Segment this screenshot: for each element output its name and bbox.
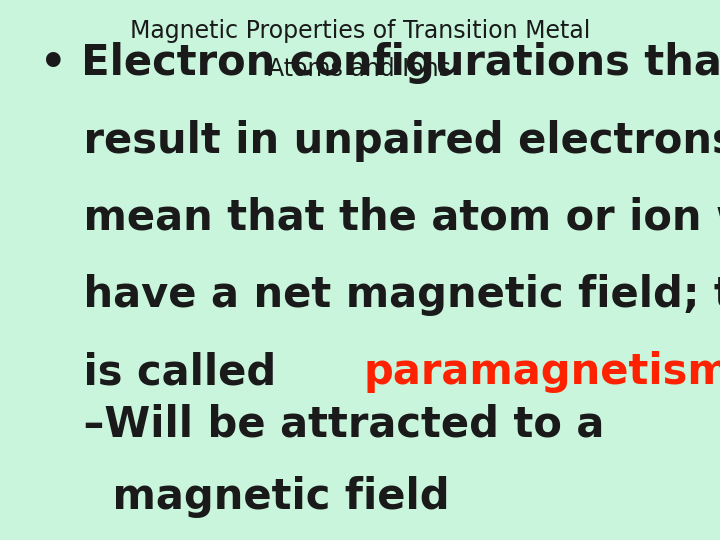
Text: magnetic field: magnetic field	[40, 476, 449, 518]
Text: mean that the atom or ion will: mean that the atom or ion will	[40, 197, 720, 239]
Text: paramagnetism: paramagnetism	[363, 351, 720, 393]
Text: is called: is called	[40, 351, 290, 393]
Text: Magnetic Properties of Transition Metal: Magnetic Properties of Transition Metal	[130, 19, 590, 43]
Text: • Electron configurations that: • Electron configurations that	[40, 42, 720, 84]
Text: have a net magnetic field; this: have a net magnetic field; this	[40, 274, 720, 316]
Text: –Will be attracted to a: –Will be attracted to a	[40, 403, 604, 446]
Text: result in unpaired electrons: result in unpaired electrons	[40, 120, 720, 162]
Text: Atoms and Ions: Atoms and Ions	[269, 57, 451, 80]
